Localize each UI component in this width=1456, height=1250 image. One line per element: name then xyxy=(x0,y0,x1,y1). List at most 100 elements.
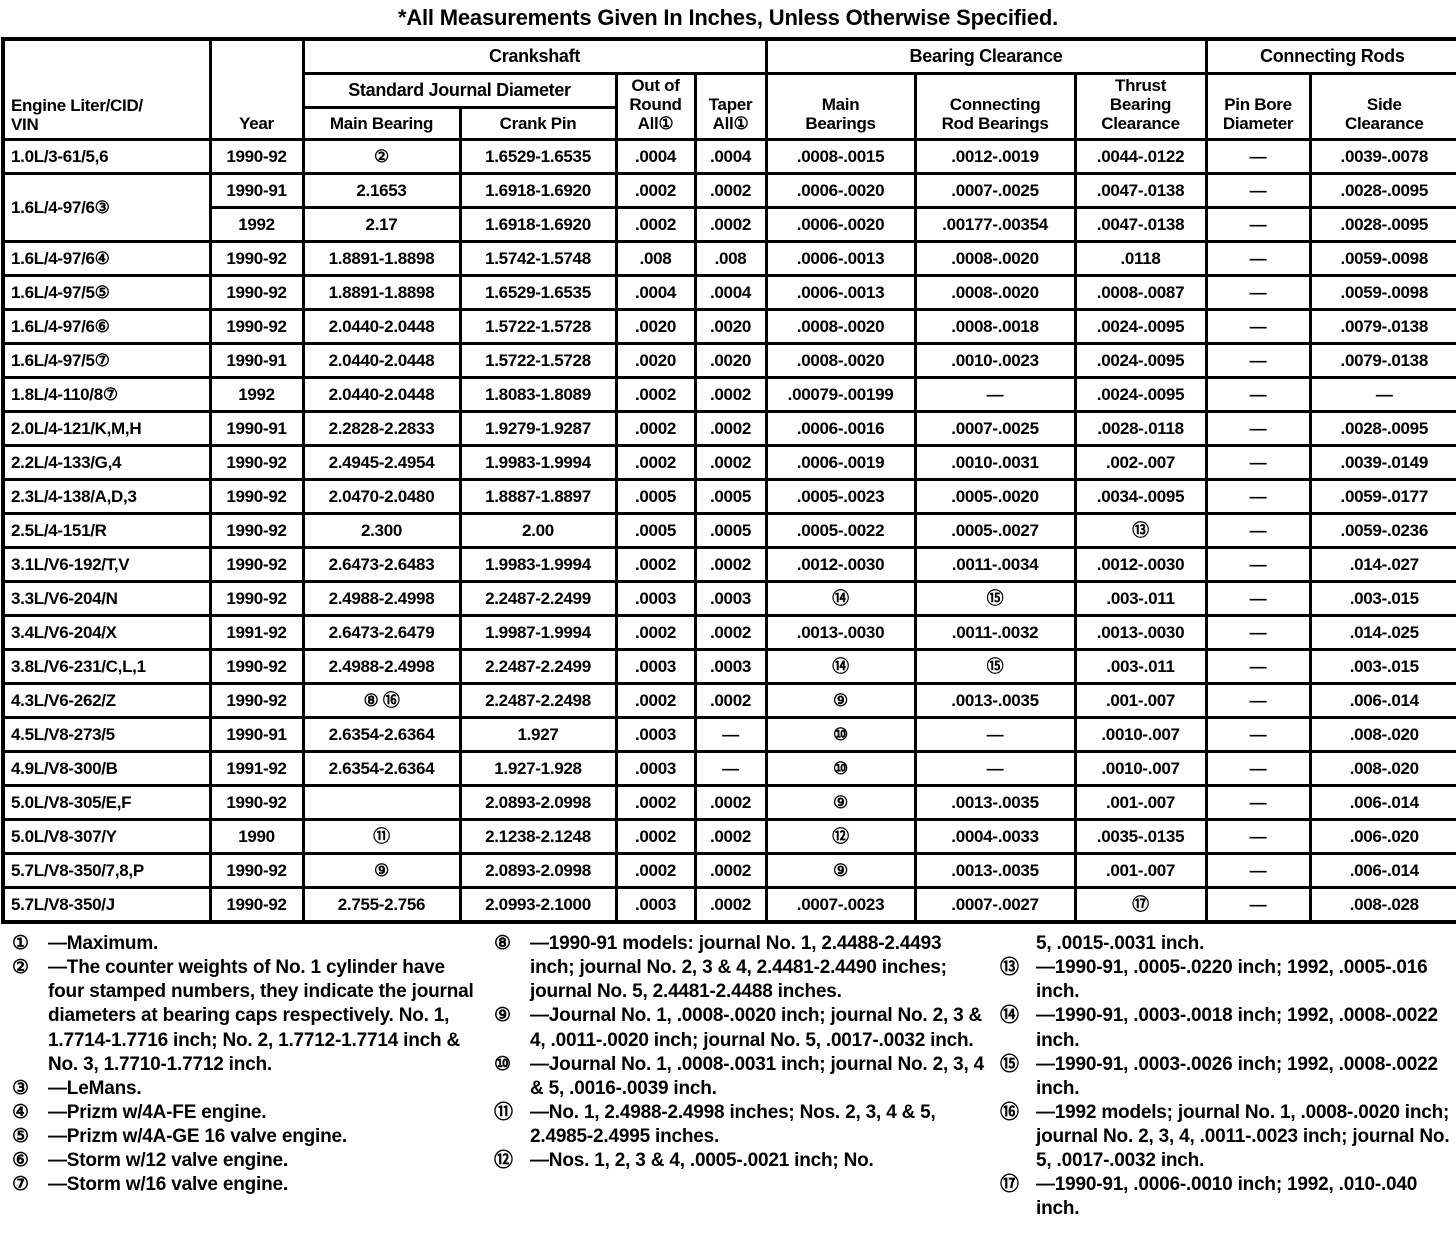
spec-cell: .0020 xyxy=(693,342,768,380)
table-row: 1.0L/3-61/5,6 1990-92 ② 1.6529-1.6535.0004.… xyxy=(1,138,1456,176)
footnote-item: ⑦ —Storm w/16 valve engine. xyxy=(12,1173,484,1197)
spec-cell: .0013-.0030 xyxy=(764,614,917,652)
engine-cell: 1.8L/4-110/8⑦ xyxy=(1,376,212,414)
spec-cell: .00079-.00199 xyxy=(764,376,917,414)
footnote-item: ⑰ —1990-91, .0006-.0010 inch; 1992, .010-… xyxy=(1000,1173,1456,1221)
footnote-item: ⑤ —Prizm w/4A-GE 16 valve engine. xyxy=(12,1125,484,1149)
spec-cell: .0044-.0122 xyxy=(1073,138,1208,176)
spec-cell: .0020 xyxy=(614,308,697,346)
spec-cell: .0002 xyxy=(693,852,768,890)
table-row: 5.7L/V8-350/7,8,P 1990-92 ⑨ 2.0893-2.0998.0… xyxy=(1,852,1456,890)
engine-cell: 3.3L/V6-204/N xyxy=(1,580,212,618)
spec-cell: 1.6529-1.6535 xyxy=(458,274,618,312)
spec-cell: .0028-.0095 xyxy=(1308,172,1456,210)
spec-cell: 2.0440-2.0448 xyxy=(301,342,462,380)
footnote-item: ⑭ —1990-91, .0003-.0018 inch; 1992, .0008… xyxy=(1000,1004,1456,1052)
spec-cell: 1990-92 xyxy=(208,784,305,822)
spec-cell: .008 xyxy=(614,240,697,278)
engine-cell: 1.6L/4-97/6③ xyxy=(1,172,212,244)
spec-cell: .0007-.0027 xyxy=(913,886,1077,924)
spec-cell: .0035-.0135 xyxy=(1073,818,1208,856)
spec-cell: — xyxy=(693,716,768,754)
spec-cell: — xyxy=(1204,512,1312,550)
col-header-thrust-bearing-clearance: Thrust Bearing Clearance xyxy=(1073,71,1208,142)
spec-cell: — xyxy=(1204,682,1312,720)
spec-cell: .0002 xyxy=(693,818,768,856)
spec-cell: .0003 xyxy=(614,580,697,618)
spec-cell: .0008-.0015 xyxy=(764,138,917,176)
spec-cell: 1.9279-1.9287 xyxy=(458,410,618,448)
spec-cell: 2.2487-2.2499 xyxy=(458,648,618,686)
group-header-bearing-clearance: Bearing Clearance xyxy=(764,37,1208,75)
table-row: 2.5L/4-151/R 1990-92 2.300 2.00.0005.0005.0… xyxy=(1,512,1456,550)
spec-cell: .0002 xyxy=(693,206,768,244)
engine-cell: 1.6L/4-97/6④ xyxy=(1,240,212,278)
spec-cell: .0002 xyxy=(614,852,697,890)
spec-cell: 2.2828-2.2833 xyxy=(301,410,462,448)
spec-cell: .008-.020 xyxy=(1308,716,1456,754)
spec-cell: ⑭ xyxy=(764,648,917,686)
spec-cell: 1990-92 xyxy=(208,886,305,924)
spec-cell: .0007-.0025 xyxy=(913,172,1077,210)
spec-cell: 2.0440-2.0448 xyxy=(301,376,462,414)
spec-cell: — xyxy=(1204,852,1312,890)
spec-cell: — xyxy=(1204,308,1312,346)
footnote-marker: ② xyxy=(12,957,29,979)
spec-cell: — xyxy=(1204,614,1312,652)
table-row: 4.9L/V8-300/B 1991-92 2.6354-2.6364 1.927-1… xyxy=(1,750,1456,788)
engine-cell: 1.6L/4-97/5⑤ xyxy=(1,274,212,312)
spec-cell: 2.6354-2.6364 xyxy=(301,750,462,788)
footnote-marker: ⑰ xyxy=(1000,1174,1019,1196)
table-row: 1.6L/4-97/6③ 1990-91 2.1653 1.6918-1.6920.0… xyxy=(1,172,1456,244)
spec-cell: .014-.027 xyxy=(1308,546,1456,584)
spec-cell: .0005 xyxy=(614,512,697,550)
engine-cell: 5.7L/V8-350/J xyxy=(1,886,212,924)
header-row-subgroups: Standard Journal Diameter Out of Round A… xyxy=(3,71,1456,142)
spec-cell: .0028-.0095 xyxy=(1308,410,1456,448)
spec-cell: 1990-91 xyxy=(208,716,305,754)
spec-cell: 2.1653 xyxy=(301,172,462,210)
spec-cell: .0020 xyxy=(614,342,697,380)
spec-cell: 2.17 xyxy=(301,206,462,244)
spec-cell: .0002 xyxy=(614,444,697,482)
spec-cell: .008-.020 xyxy=(1308,750,1456,788)
spec-cell: 1.5722-1.5728 xyxy=(458,308,618,346)
engine-cell: 2.3L/4-138/A,D,3 xyxy=(1,478,212,516)
spec-cell: .0004-.0033 xyxy=(913,818,1077,856)
spec-cell: .0002 xyxy=(614,376,697,414)
spec-cell: ② xyxy=(301,138,462,176)
spec-cell: .0008-.0087 xyxy=(1073,274,1208,312)
spec-cell: 2.6473-2.6479 xyxy=(301,614,462,652)
spec-cell: .0002 xyxy=(693,172,768,210)
spec-cell: .0024-.0095 xyxy=(1073,376,1208,414)
col-header-main-bearing: Main Bearing xyxy=(301,105,462,142)
footnote-item: ② —The counter weights of No. 1 cylinder … xyxy=(12,956,484,1077)
footnote-text: 5, .0015-.0031 inch. xyxy=(1036,933,1205,955)
spec-cell: — xyxy=(693,750,768,788)
table-row: 1.6L/4-97/5⑦ 1990-91 2.0440-2.0448 1.5722-1… xyxy=(1,342,1456,380)
spec-cell: .014-.025 xyxy=(1308,614,1456,652)
spec-cell: 1991-92 xyxy=(208,614,305,652)
spec-cell: .0118 xyxy=(1073,240,1208,278)
spec-cell: 1.9983-1.9994 xyxy=(458,444,618,482)
spec-cell: .0005-.0027 xyxy=(913,512,1077,550)
spec-table-body: 1.0L/3-61/5,6 1990-92 ② 1.6529-1.6535.0004.… xyxy=(1,138,1456,924)
spec-cell: ⑧ ⑯ xyxy=(301,682,462,720)
spec-cell: .0002 xyxy=(693,546,768,584)
spec-cell: .0002 xyxy=(693,886,768,924)
engine-cell: 3.8L/V6-231/C,L,1 xyxy=(1,648,212,686)
col-header-side-clearance: Side Clearance xyxy=(1308,71,1456,142)
col-header-engine: Engine Liter/CID/ VIN xyxy=(1,37,212,142)
spec-cell: 2.0893-2.0998 xyxy=(458,852,618,890)
col-header-crank-pin: Crank Pin xyxy=(458,105,618,142)
spec-cell: 2.0893-2.0998 xyxy=(458,784,618,822)
spec-cell: .0007-.0023 xyxy=(764,886,917,924)
spec-cell: 1990-92 xyxy=(208,308,305,346)
spec-cell: .0006-.0020 xyxy=(764,172,917,210)
spec-cell: 2.2487-2.2499 xyxy=(458,580,618,618)
engine-cell: 5.0L/V8-305/E,F xyxy=(1,784,212,822)
spec-cell: — xyxy=(1204,342,1312,380)
spec-cell: 1990-92 xyxy=(208,648,305,686)
spec-cell: .0034-.0095 xyxy=(1073,478,1208,516)
spec-cell: — xyxy=(1204,750,1312,788)
